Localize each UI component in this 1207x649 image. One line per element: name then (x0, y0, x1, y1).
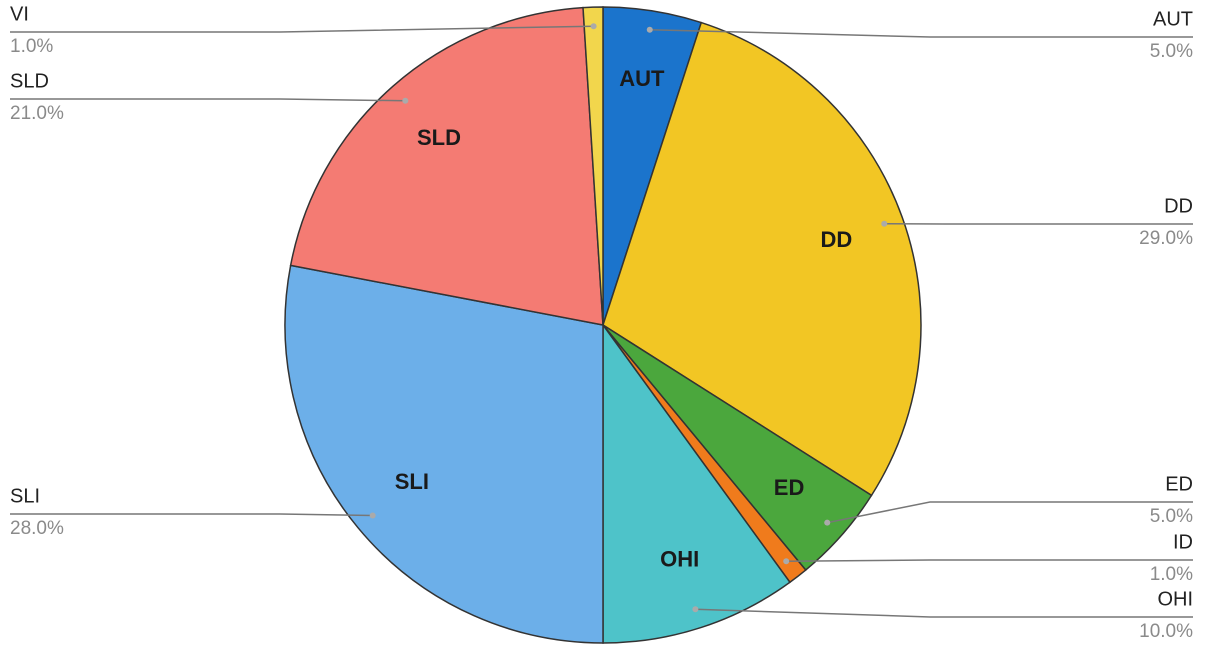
legend-name: VI (10, 3, 29, 25)
slice-label: AUT (619, 66, 665, 91)
legend-value: 21.0% (10, 103, 64, 124)
slice-label: OHI (660, 547, 699, 572)
pie-slice (289, 6, 604, 326)
leader-line (649, 29, 1193, 38)
legend-name: DD (1164, 195, 1193, 217)
pie-slice (602, 21, 922, 497)
leader-dot (881, 220, 888, 227)
pie-slice (284, 264, 604, 644)
pie-slice (582, 6, 604, 326)
legend-value: 5.0% (1150, 506, 1193, 527)
slice-label: DD (820, 227, 852, 252)
leader-dot (402, 97, 409, 104)
legend-value: 1.0% (10, 36, 53, 57)
legend-value: 5.0% (1150, 41, 1193, 62)
pie-slice (602, 322, 791, 644)
legend-value: 10.0% (1139, 621, 1193, 642)
leader-line (695, 608, 1193, 618)
legend-name: SLD (10, 70, 49, 92)
slice-label: ED (774, 475, 805, 500)
leader-line (827, 501, 1193, 524)
leader-line (10, 98, 406, 102)
slice-label: SLI (395, 469, 429, 494)
legend-name: AUT (1153, 8, 1193, 30)
leader-dot (783, 558, 790, 565)
legend-value: 1.0% (1150, 564, 1193, 585)
leader-line (10, 25, 594, 33)
leader-dot (369, 512, 376, 519)
leader-dot (590, 23, 597, 30)
legend-name: ID (1173, 531, 1193, 553)
legend-value: 28.0% (10, 518, 64, 539)
legend-name: SLI (10, 485, 40, 507)
legend-value: 29.0% (1139, 228, 1193, 249)
slice-label: SLD (417, 125, 461, 150)
leader-dot (692, 606, 699, 613)
legend-name: ED (1165, 473, 1193, 495)
legend-name: OHI (1157, 588, 1193, 610)
leader-line (786, 559, 1193, 562)
leader-dot (824, 519, 831, 526)
leader-line (10, 513, 373, 517)
leader-dot (646, 26, 653, 33)
